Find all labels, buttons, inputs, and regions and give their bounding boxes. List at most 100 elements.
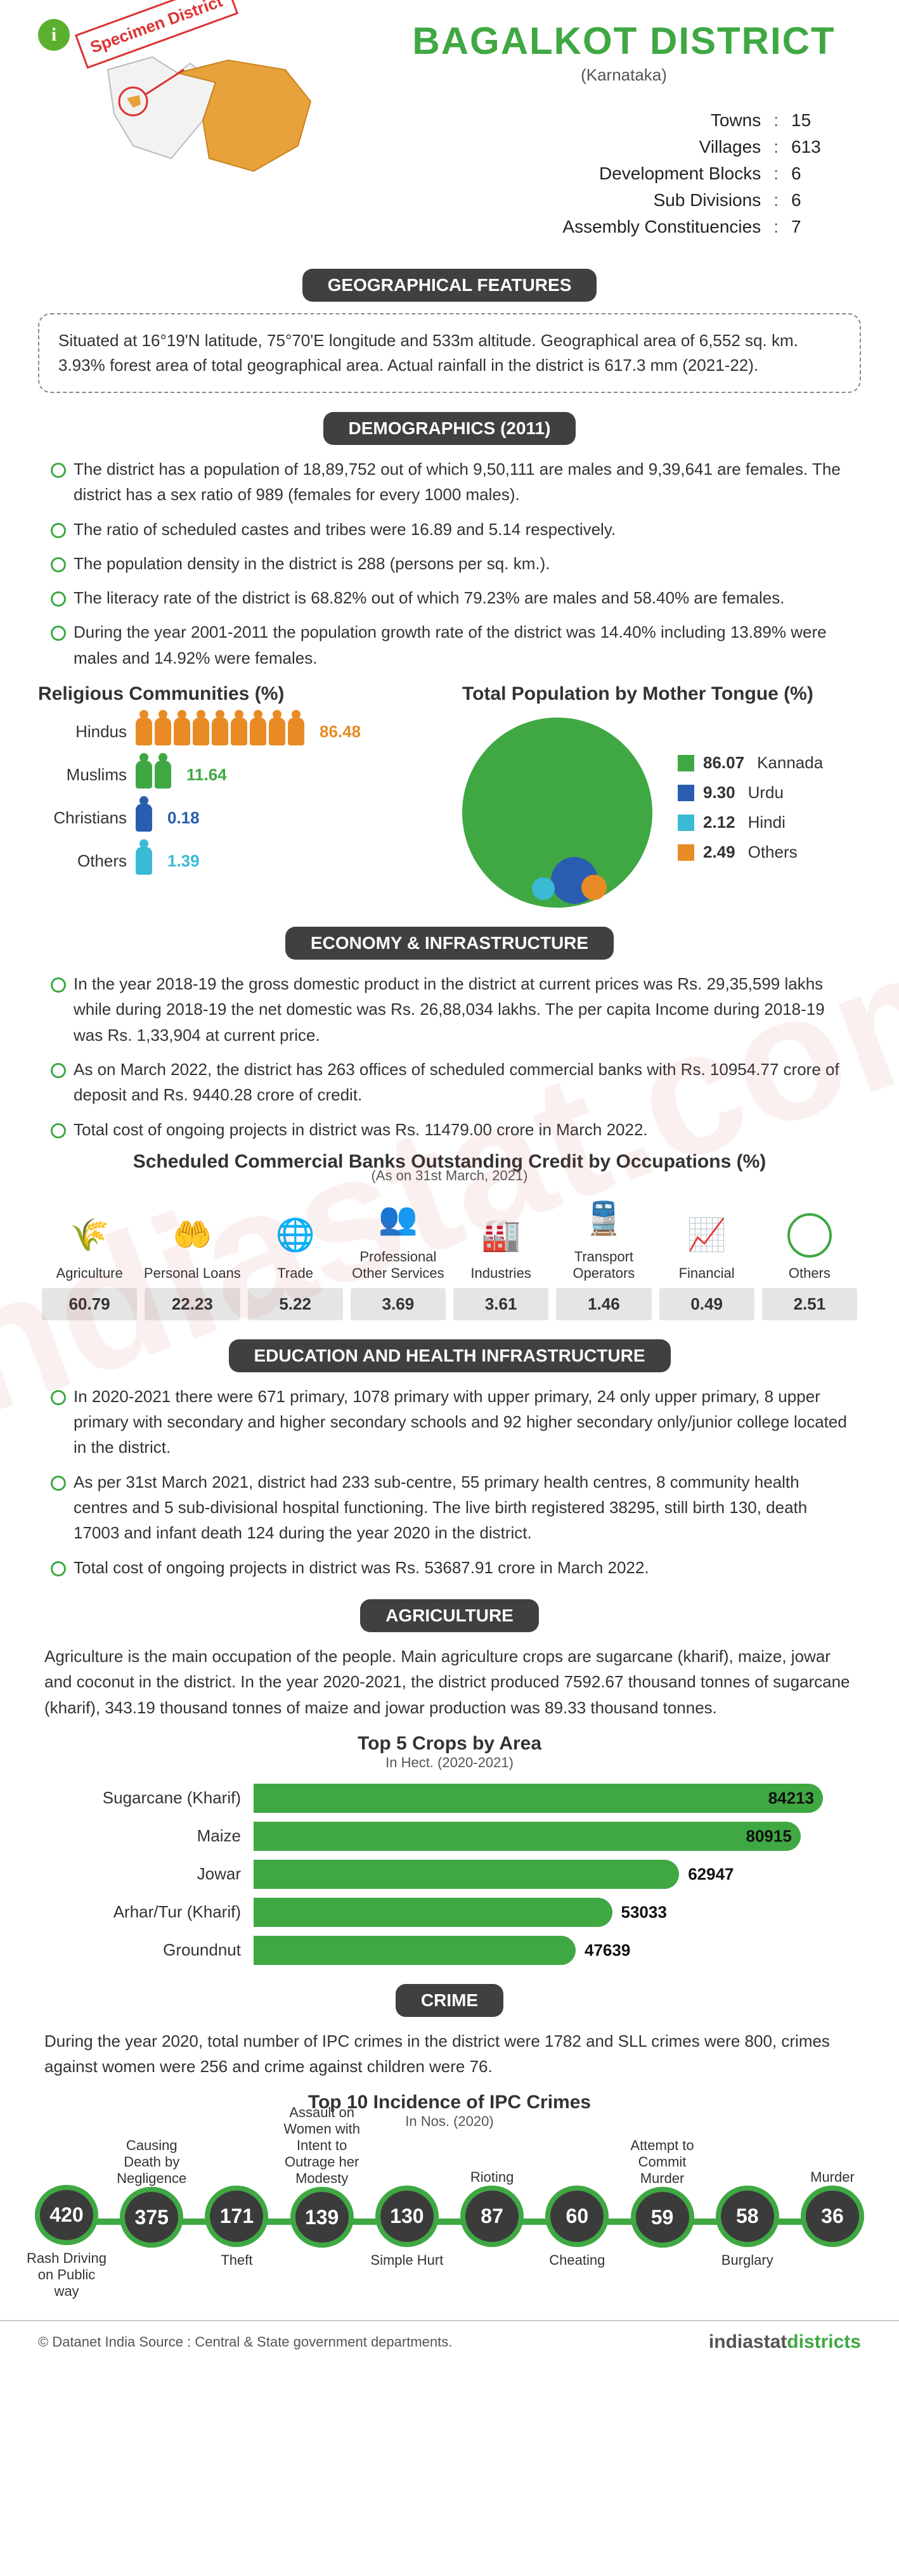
- crop-track: 47639: [254, 1936, 823, 1965]
- section-demographics: DEMOGRAPHICS (2011): [323, 412, 576, 445]
- stat-label: Villages: [699, 137, 761, 157]
- crime-value: 139: [290, 2187, 354, 2248]
- district-map: [95, 44, 323, 222]
- geo-text: Situated at 16°19'N latitude, 75°70'E lo…: [38, 313, 861, 393]
- stat-label: Sub Divisions: [654, 190, 761, 210]
- crop-label: Arhar/Tur (Kharif): [76, 1902, 241, 1922]
- bullet: The district has a population of 18,89,7…: [51, 456, 848, 508]
- info-icon: i: [38, 19, 70, 51]
- religion-row: Others1.39: [38, 847, 437, 875]
- tongue-heading: Total Population by Mother Tongue (%): [462, 683, 861, 705]
- legend-value: 9.30: [703, 783, 735, 802]
- legend-row: 86.07Kannada: [678, 753, 823, 773]
- occupation-cell: 👥Professional Other Services: [347, 1197, 450, 1282]
- crime-item: 171Theft: [195, 2142, 278, 2295]
- crop-value: 47639: [585, 1940, 630, 1960]
- crime-label: Simple Hurt: [370, 2252, 443, 2295]
- religion-value: 0.18: [167, 808, 200, 828]
- crime-value: 375: [120, 2187, 183, 2248]
- religion-row: Muslims11.64: [38, 761, 437, 789]
- bullet: Total cost of ongoing projects in distri…: [51, 1555, 848, 1580]
- occupation-cell: 🚆Transport Operators: [552, 1197, 655, 1282]
- occupation-label: Transport Operators: [552, 1249, 655, 1282]
- occupation-icon: [787, 1213, 832, 1258]
- section-education: EDUCATION AND HEALTH INFRASTRUCTURE: [229, 1339, 671, 1372]
- crime-item: 130Simple Hurt: [366, 2142, 448, 2295]
- crop-track: 84213: [254, 1784, 823, 1813]
- pie-legend: 86.07Kannada9.30Urdu2.12Hindi2.49Others: [678, 753, 823, 872]
- crime-label: Murder: [810, 2142, 855, 2186]
- state-subtitle: (Karnataka): [387, 65, 861, 85]
- stat-value: 15: [791, 110, 836, 131]
- bullet: As on March 2022, the district has 263 o…: [51, 1057, 848, 1108]
- stat-value: 6: [791, 164, 836, 184]
- crop-track: 80915: [254, 1822, 823, 1851]
- religion-icons: [136, 761, 171, 789]
- religion-icons: [136, 847, 152, 875]
- legend-row: 9.30 Urdu: [678, 783, 823, 802]
- district-title: BAGALKOT DISTRICT: [387, 19, 861, 63]
- crime-label: Causing Death by Negligence: [110, 2142, 193, 2187]
- section-geo: GEOGRAPHICAL FEATURES: [302, 269, 597, 302]
- footer: © Datanet India Source : Central & State…: [0, 2320, 899, 2363]
- stat-label: Towns: [711, 110, 761, 131]
- section-economy: ECONOMY & INFRASTRUCTURE: [285, 927, 614, 960]
- crime-item: Murder36: [791, 2142, 874, 2295]
- crop-value: 53033: [621, 1902, 667, 1922]
- religion-icons: [136, 718, 304, 745]
- crop-label: Groundnut: [76, 1940, 241, 1960]
- header-stats: Towns:15 Villages:613 Development Blocks…: [387, 110, 861, 237]
- crime-chart-title: Top 10 Incidence of IPC Crimes: [0, 2092, 899, 2113]
- occupation-value: 3.69: [351, 1288, 446, 1320]
- agriculture-para: Agriculture is the main occupation of th…: [44, 1644, 855, 1720]
- person-icon: [136, 804, 152, 832]
- footer-logo: indiastatdistricts: [709, 2331, 861, 2353]
- stat-value: 6: [791, 190, 836, 210]
- crop-label: Sugarcane (Kharif): [76, 1788, 241, 1808]
- occupation-label: Personal Loans: [141, 1265, 243, 1282]
- section-agriculture: AGRICULTURE: [360, 1599, 539, 1632]
- religion-heading: Religious Communities (%): [38, 683, 437, 705]
- crime-item: Rioting87: [451, 2142, 533, 2295]
- crop-track: 62947: [254, 1860, 823, 1889]
- crime-value: 420: [35, 2185, 98, 2246]
- occupation-icon: 👥: [376, 1197, 420, 1241]
- crime-item: Causing Death by Negligence375: [110, 2142, 193, 2295]
- crime-item: 58Burglary: [706, 2142, 789, 2295]
- crime-item: Attempt to Commit Murder59: [621, 2142, 704, 2295]
- crime-value: 171: [205, 2186, 268, 2247]
- person-icon: [193, 718, 209, 745]
- crime-item: Assault on Women with Intent to Outrage …: [281, 2142, 363, 2295]
- demographics-bullets: The district has a population of 18,89,7…: [51, 456, 848, 671]
- person-icon: [288, 718, 304, 745]
- occupation-icon: 🏭: [479, 1213, 523, 1258]
- crop-bar: 47639: [254, 1936, 576, 1965]
- occupation-value: 2.51: [762, 1288, 857, 1320]
- religion-label: Christians: [38, 808, 127, 828]
- legend-swatch: [678, 844, 694, 861]
- crop-label: Jowar: [76, 1864, 241, 1884]
- occupation-label: Agriculture: [38, 1265, 141, 1282]
- legend-value: 86.07: [703, 753, 744, 773]
- crop-bar: 80915: [254, 1822, 801, 1851]
- bullet: The ratio of scheduled castes and tribes…: [51, 517, 848, 542]
- stat-row: Assembly Constituencies:7: [387, 217, 836, 237]
- person-icon: [250, 718, 266, 745]
- person-icon: [231, 718, 247, 745]
- person-icon: [174, 718, 190, 745]
- stat-label: Development Blocks: [599, 164, 761, 184]
- occupation-icon: 🤲: [170, 1213, 214, 1258]
- occupation-cell: 📈Financial: [656, 1213, 758, 1282]
- crime-chart-sub: In Nos. (2020): [0, 2113, 899, 2130]
- occupation-label: Financial: [656, 1265, 758, 1282]
- footer-source: © Datanet India Source : Central & State…: [38, 2334, 452, 2350]
- legend-row: 2.12Hindi: [678, 813, 823, 832]
- crop-row: Maize80915: [76, 1822, 823, 1851]
- crop-bar: 53033: [254, 1898, 612, 1927]
- religion-row: Christians 0.18: [38, 804, 437, 832]
- crop-bar: 84213: [254, 1784, 823, 1813]
- crop-track: 53033: [254, 1898, 823, 1927]
- occupation-value: 22.23: [145, 1288, 240, 1320]
- header: i Specimen District BAGALKOT DISTRICT (K…: [0, 0, 899, 250]
- legend-label: Urdu: [748, 783, 784, 802]
